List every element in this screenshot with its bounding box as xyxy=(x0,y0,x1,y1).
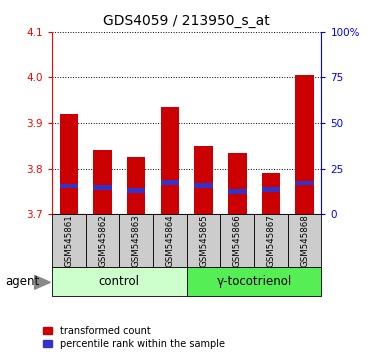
Bar xyxy=(220,214,254,267)
Text: GSM545861: GSM545861 xyxy=(64,214,73,267)
Bar xyxy=(194,183,213,188)
Text: GSM545865: GSM545865 xyxy=(199,214,208,267)
Polygon shape xyxy=(35,275,50,289)
Bar xyxy=(85,214,119,267)
Bar xyxy=(119,214,153,267)
Text: GSM545867: GSM545867 xyxy=(266,214,275,267)
Bar xyxy=(60,114,78,214)
Bar xyxy=(262,187,280,192)
Text: agent: agent xyxy=(5,275,39,288)
Bar xyxy=(93,150,112,214)
Text: γ-tocotrienol: γ-tocotrienol xyxy=(216,275,292,288)
Text: GSM545863: GSM545863 xyxy=(132,214,141,267)
Bar xyxy=(52,267,187,296)
Bar xyxy=(187,267,321,296)
Text: GSM545868: GSM545868 xyxy=(300,214,309,267)
Bar xyxy=(161,107,179,214)
Bar xyxy=(254,214,288,267)
Bar xyxy=(153,214,187,267)
Bar xyxy=(228,189,246,194)
Text: control: control xyxy=(99,275,140,288)
Bar xyxy=(52,214,85,267)
Text: GSM545866: GSM545866 xyxy=(233,214,242,267)
Title: GDS4059 / 213950_s_at: GDS4059 / 213950_s_at xyxy=(103,14,270,28)
Text: GSM545862: GSM545862 xyxy=(98,214,107,267)
Bar xyxy=(288,214,321,267)
Bar xyxy=(93,185,112,190)
Bar xyxy=(187,214,220,267)
Bar xyxy=(295,75,314,214)
Bar xyxy=(127,157,146,214)
Legend: transformed count, percentile rank within the sample: transformed count, percentile rank withi… xyxy=(44,326,225,349)
Bar xyxy=(295,181,314,185)
Bar xyxy=(60,184,78,188)
Bar xyxy=(194,146,213,214)
Text: GSM545864: GSM545864 xyxy=(166,214,174,267)
Bar xyxy=(127,188,146,193)
Bar xyxy=(228,153,246,214)
Bar xyxy=(161,180,179,184)
Bar xyxy=(262,173,280,214)
